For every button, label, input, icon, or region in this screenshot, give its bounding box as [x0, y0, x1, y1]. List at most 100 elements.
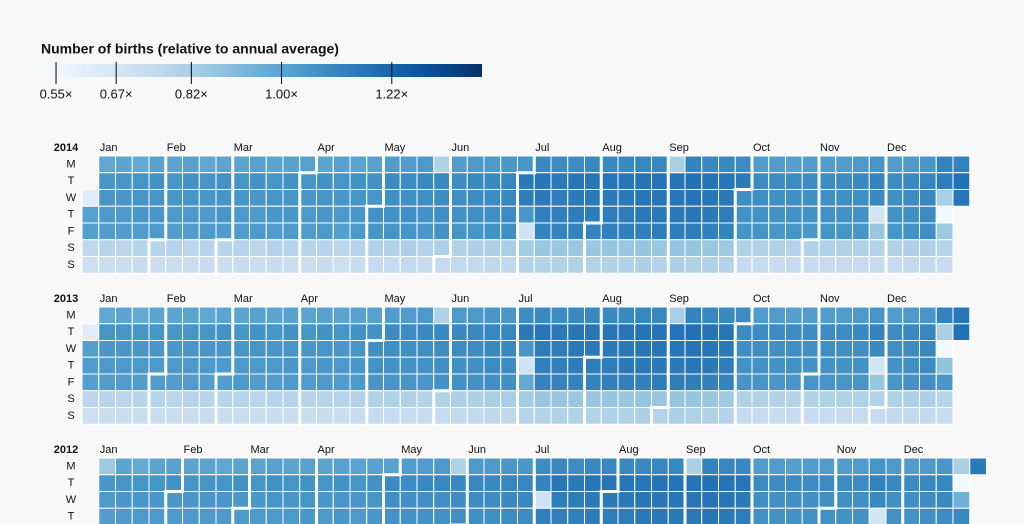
- day-cell: [131, 474, 150, 492]
- day-cell: [265, 323, 284, 341]
- weekday-label: W: [66, 343, 77, 355]
- day-cell: [399, 256, 418, 274]
- day-cell: [885, 491, 904, 509]
- day-cell: [466, 172, 485, 190]
- day-cell: [349, 222, 368, 241]
- day-cell: [550, 390, 569, 408]
- day-cell: [935, 356, 954, 375]
- day-cell: [416, 256, 435, 274]
- day-cell: [734, 189, 753, 207]
- day-cell: [466, 306, 485, 325]
- day-cell: [818, 189, 837, 207]
- day-cell: [550, 323, 569, 341]
- day-cell: [533, 205, 552, 224]
- day-cell: [935, 222, 954, 241]
- day-cell: [852, 390, 870, 408]
- day-cell: [416, 491, 435, 509]
- day-cell: [517, 189, 535, 207]
- day-cell: [282, 474, 301, 492]
- day-cell: [718, 239, 736, 257]
- day-cell: [617, 323, 636, 341]
- day-cell: [751, 390, 770, 408]
- day-cell: [785, 373, 803, 392]
- day-cell: [902, 407, 920, 425]
- day-cell: [416, 373, 435, 392]
- day-cell: [584, 390, 602, 408]
- day-cell: [651, 189, 669, 207]
- day-cell: [383, 256, 401, 274]
- day-cell: [399, 222, 418, 241]
- day-cell: [115, 323, 133, 341]
- day-cell: [818, 390, 837, 408]
- day-cell: [600, 390, 619, 408]
- day-cell: [500, 323, 518, 341]
- day-cell: [165, 306, 183, 325]
- day-cell: [550, 222, 569, 241]
- day-cell: [885, 340, 904, 358]
- day-cell: [919, 390, 937, 408]
- day-cell: [98, 407, 116, 425]
- day-cell: [265, 474, 284, 492]
- day-cell: [768, 373, 786, 392]
- day-cell: [885, 256, 904, 274]
- day-cell: [416, 222, 435, 241]
- day-cell: [383, 340, 401, 358]
- day-cell: [215, 390, 234, 408]
- day-cell: [684, 323, 703, 341]
- day-cell: [450, 457, 468, 476]
- day-cell: [634, 155, 652, 174]
- month-label: Jan: [100, 142, 118, 154]
- day-cell: [148, 457, 167, 476]
- day-cell: [718, 356, 736, 375]
- day-cell: [684, 390, 703, 408]
- day-cell: [232, 239, 250, 257]
- day-cell: [366, 189, 384, 207]
- day-cell: [282, 323, 301, 341]
- day-cell: [366, 222, 384, 241]
- day-cell: [835, 155, 853, 174]
- month-label: Dec: [887, 293, 907, 305]
- month-label: May: [385, 293, 406, 305]
- day-cell: [148, 323, 167, 341]
- day-cell: [852, 256, 870, 274]
- day-cell: [249, 507, 267, 524]
- day-cell: [416, 306, 435, 325]
- day-cell: [801, 306, 820, 325]
- day-cell: [182, 205, 200, 224]
- day-cell: [198, 205, 217, 224]
- day-cell: [249, 390, 267, 408]
- day-cell: [483, 306, 502, 325]
- day-cell: [249, 306, 267, 325]
- month-label: Sep: [669, 142, 689, 154]
- day-cell: [450, 222, 468, 241]
- day-cell: [701, 507, 719, 524]
- day-cell: [785, 390, 803, 408]
- day-cell: [768, 507, 786, 524]
- day-cell: [667, 474, 686, 492]
- day-cell: [433, 373, 451, 392]
- day-cell: [131, 390, 150, 408]
- day-cell: [265, 189, 284, 207]
- day-cell: [450, 507, 468, 524]
- day-cell: [667, 390, 686, 408]
- day-cell: [249, 155, 267, 174]
- day-cell: [416, 390, 435, 408]
- day-cell: [383, 390, 401, 408]
- day-cell: [768, 474, 786, 492]
- day-cell: [919, 155, 937, 174]
- day-cell: [550, 205, 569, 224]
- day-cell: [282, 239, 301, 257]
- weekday-label: S: [67, 393, 74, 405]
- day-cell: [768, 239, 786, 257]
- day-cell: [902, 323, 920, 341]
- day-cell: [684, 155, 703, 174]
- day-cell: [466, 457, 485, 476]
- day-cell: [98, 189, 116, 207]
- day-cell: [265, 256, 284, 274]
- day-cell: [684, 340, 703, 358]
- day-cell: [299, 172, 317, 190]
- month-label: May: [401, 444, 422, 456]
- weekday-label: F: [68, 225, 75, 237]
- day-cell: [902, 507, 920, 524]
- day-cell: [634, 457, 652, 476]
